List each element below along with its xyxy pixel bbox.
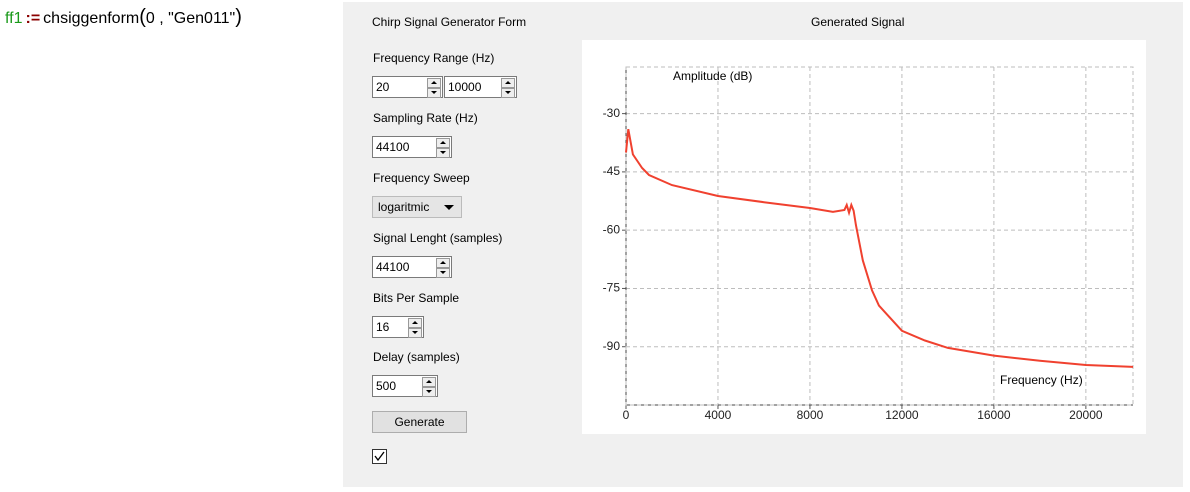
- label: Sampling Rate (Hz): [373, 111, 478, 125]
- y-tick-label: -75: [603, 281, 621, 295]
- value: 20: [376, 80, 390, 94]
- x-axis-label: Frequency (Hz): [1000, 373, 1083, 387]
- assign: :=: [25, 10, 41, 27]
- chart-title: Generated Signal: [811, 15, 905, 29]
- label: Frequency Sweep: [373, 171, 470, 185]
- x-tick-label: 0: [623, 408, 630, 422]
- formula: ff1:= chsiggenform(0 , "Gen011"): [5, 6, 242, 29]
- paren: (: [139, 6, 146, 28]
- x-tick-label: 4000: [705, 408, 732, 422]
- plot-background: [582, 40, 1146, 434]
- spinbox[interactable]: 44100: [372, 136, 452, 158]
- x-tick-label: 20000: [1069, 408, 1103, 422]
- check-path: [374, 451, 385, 462]
- value: 10000: [448, 80, 482, 94]
- y-tick-label: -45: [603, 164, 621, 178]
- value: 44100: [376, 260, 410, 274]
- dropdown[interactable]: logaritmic: [372, 196, 462, 218]
- function: chsiggenform: [43, 10, 140, 27]
- value: logaritmic: [378, 200, 430, 214]
- spinbox[interactable]: 10000: [444, 76, 517, 98]
- spinbox[interactable]: 20: [372, 76, 443, 98]
- signal-line: [625, 128, 1134, 368]
- x-tick-label: 8000: [797, 408, 824, 422]
- label: Bits Per Sample: [373, 291, 460, 305]
- chart: -30 -45 -60 -75 -90 0 4000 8000 12000 16000 20000 A…: [582, 40, 1146, 434]
- paren: ): [235, 6, 242, 28]
- y-tick-label: -30: [603, 106, 621, 120]
- y-tick-label: -90: [603, 339, 621, 353]
- y-tick-label: -60: [603, 222, 621, 236]
- plot-frame: [625, 66, 1134, 406]
- form-title: Chirp Signal Generator Form: [372, 15, 527, 29]
- label: Frequency Range (Hz): [373, 51, 495, 65]
- value: 500: [376, 379, 397, 393]
- check-mark: [374, 451, 385, 462]
- spinbox[interactable]: 16: [372, 316, 424, 338]
- y-axis-label: Amplitude (dB): [673, 69, 752, 83]
- checkbox[interactable]: [372, 449, 387, 464]
- value: 16: [376, 320, 390, 334]
- label: Signal Lenght (samples): [373, 231, 503, 245]
- spinbox[interactable]: 500: [372, 375, 438, 397]
- x-tick-label: 16000: [977, 408, 1011, 422]
- spinbox[interactable]: 44100: [372, 256, 452, 278]
- variable: ff1: [5, 10, 23, 27]
- x-tick-label: 12000: [885, 408, 919, 422]
- arguments: 0 , "Gen011": [145, 10, 236, 27]
- generate-button[interactable]: Generate: [372, 411, 467, 433]
- value: 44100: [376, 140, 410, 154]
- label: Delay (samples): [373, 350, 460, 364]
